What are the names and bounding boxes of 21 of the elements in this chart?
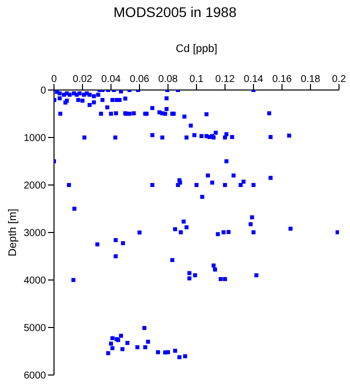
y-tick-label: 4000 xyxy=(24,276,46,287)
x-tick-label: 0.08 xyxy=(158,74,178,85)
x-tick-label: 0.06 xyxy=(130,74,150,85)
x-tick-label: 0.12 xyxy=(215,74,236,85)
x-tick-label: 0 xyxy=(51,74,58,85)
y-axis-title: Depth [m] xyxy=(6,208,19,256)
y-tick-label: 0 xyxy=(40,86,46,97)
x-axis-title: Cd [ppb] xyxy=(176,42,218,55)
x-tick-label: 0.16 xyxy=(272,74,292,85)
x-tick-label: 0.02 xyxy=(72,74,93,85)
y-tick-label: 5000 xyxy=(24,323,46,334)
chart-title: MODS2005 in 1988 xyxy=(112,4,238,20)
x-tick-label: 0.14 xyxy=(244,74,264,85)
x-tick-label: 0.1 xyxy=(190,74,204,85)
y-tick-label: 3000 xyxy=(24,228,46,240)
y-tick-label: 6000 xyxy=(24,370,46,382)
x-tick-label: 0.18 xyxy=(300,74,321,85)
y-tick-label: 1000 xyxy=(24,133,46,144)
x-tick-label: 0.04 xyxy=(101,74,122,85)
y-tick-label: 2000 xyxy=(24,180,46,192)
x-tick-label: 0.2 xyxy=(332,74,346,85)
